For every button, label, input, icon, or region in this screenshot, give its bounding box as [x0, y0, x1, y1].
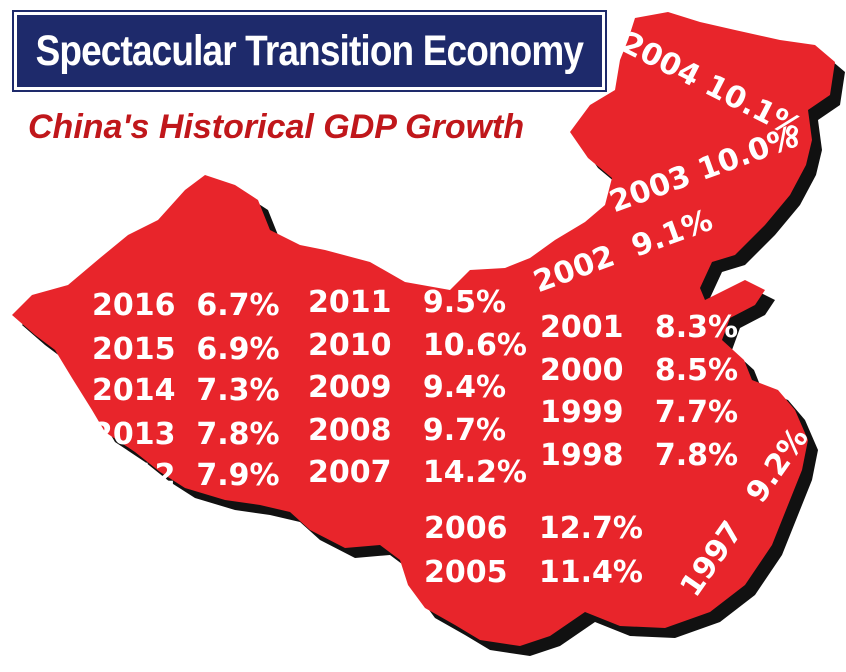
growth-label: 1999 7.7% — [540, 395, 739, 430]
growth-label: 2014 7.3% — [92, 373, 280, 408]
growth-label: 2008 9.7% — [308, 413, 507, 448]
map-shape — [12, 12, 835, 646]
growth-label: 2005 11.4% — [424, 555, 643, 590]
title-banner: Spectacular Transition Economy — [12, 10, 607, 92]
growth-label: 2010 10.6% — [308, 328, 527, 363]
growth-label: 2013 7.8% — [92, 417, 280, 452]
banner-title: Spectacular Transition Economy — [35, 26, 584, 75]
growth-label: 2015 6.9% — [92, 332, 280, 367]
growth-label: 2016 6.7% — [92, 288, 280, 323]
growth-label: 2001 8.3% — [540, 310, 739, 345]
growth-label: 1998 7.8% — [540, 438, 739, 473]
growth-label: 2006 12.7% — [424, 511, 643, 546]
growth-label: 2011 9.5% — [308, 285, 507, 320]
growth-label: 2007 14.2% — [308, 455, 527, 490]
growth-label: 2012 7.9% — [92, 458, 280, 493]
subtitle: China's Historical GDP Growth — [28, 108, 525, 146]
growth-label: 2009 9.4% — [308, 370, 507, 405]
growth-label: 2000 8.5% — [540, 353, 739, 388]
